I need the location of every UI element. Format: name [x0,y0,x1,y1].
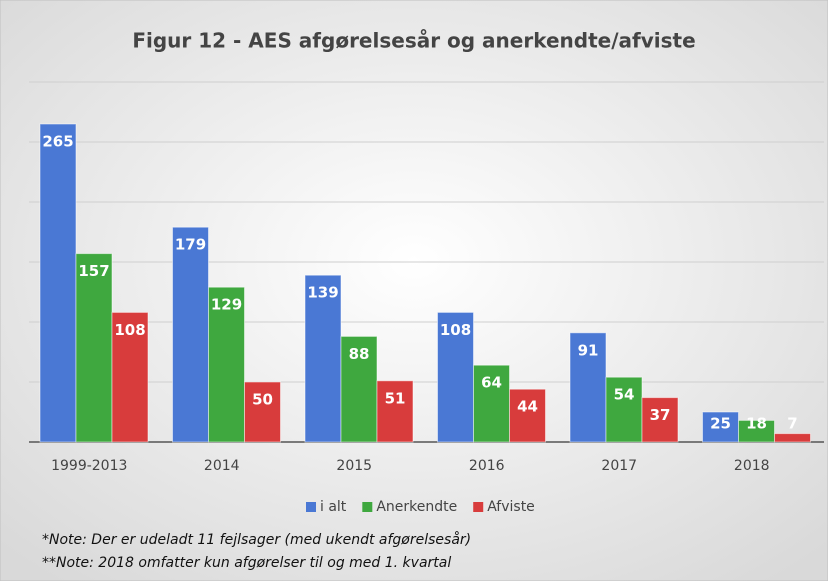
bar [738,419,775,443]
bar [376,380,414,443]
data-label: 91 [578,341,599,359]
data-label: 108 [440,321,471,339]
bar [208,286,245,443]
legend-swatch [362,502,373,512]
legend-swatch [306,502,316,512]
bar [39,123,77,443]
data-label: 157 [78,262,109,280]
data-label: 37 [650,406,671,424]
note: *Note: Der er udeladt 11 fejlsager (med … [42,531,471,548]
bar [75,253,113,443]
legend-label: i alt [320,499,347,515]
legend-swatch [473,502,484,512]
data-label: 139 [307,284,338,302]
x-tick-label: 2014 [204,458,240,474]
data-label: 129 [211,296,242,314]
legend-label: Afviste [487,499,535,515]
data-label: 25 [710,415,731,433]
chart-title: Figur 12 - AES afgørelsesår og anerkendt… [132,29,695,53]
note: **Note: 2018 omfatter kun afgørelser til… [42,555,451,571]
data-label: 108 [114,321,145,339]
bar [304,274,342,443]
x-tick-label: 1999-2013 [51,458,127,474]
bar [702,411,739,443]
x-tick-label: 2018 [734,458,770,474]
bar [509,388,546,443]
bar [605,376,643,443]
bar [172,226,209,443]
data-label: 64 [481,374,502,392]
data-label: 179 [175,236,206,254]
data-label: 18 [746,415,767,433]
x-tick-label: 2017 [601,458,637,474]
data-label: 50 [252,391,273,409]
data-label: 44 [517,398,538,416]
data-label: 51 [385,389,406,407]
bar [340,335,378,443]
x-tick-label: 2015 [336,458,372,474]
data-label: 265 [42,133,73,151]
data-label: 88 [349,345,370,363]
data-label: 7 [787,415,797,433]
bar [111,311,149,443]
legend-label: Anerkendte [376,499,457,515]
bar [244,381,281,443]
bar [774,433,811,443]
data-label: 54 [614,386,635,404]
x-tick-label: 2016 [469,458,505,474]
bar [641,397,679,443]
